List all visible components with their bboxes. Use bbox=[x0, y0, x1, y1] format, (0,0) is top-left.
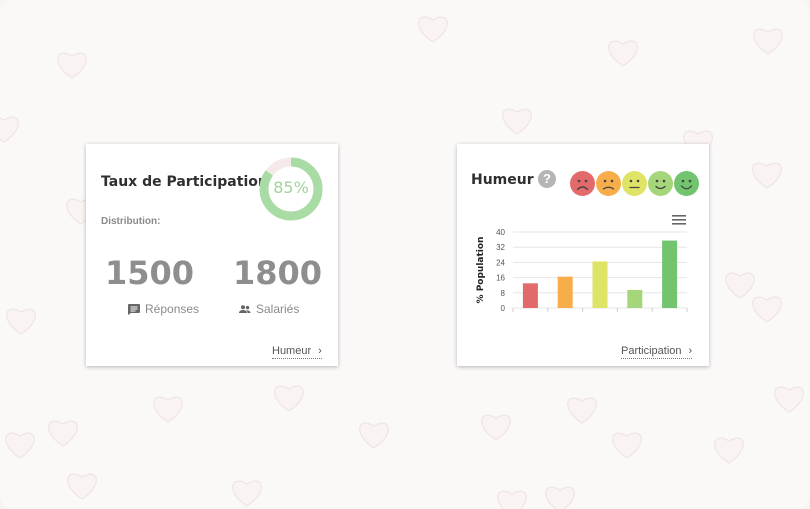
heart-decoration bbox=[48, 420, 78, 447]
heart-decoration bbox=[714, 437, 744, 464]
y-tick-label: 8 bbox=[501, 289, 506, 298]
participation-card: Taux de Participation 85% Distribution: … bbox=[86, 144, 338, 366]
heart-decoration bbox=[359, 422, 389, 449]
chevron-right-icon: › bbox=[688, 345, 693, 357]
y-tick-label: 32 bbox=[496, 243, 505, 252]
heart-decoration bbox=[497, 490, 527, 509]
bar-2 bbox=[557, 276, 573, 308]
heart-decoration bbox=[612, 432, 642, 459]
y-tick-label: 40 bbox=[496, 228, 505, 237]
heart-decoration bbox=[481, 414, 511, 441]
mood-title: Humeur bbox=[471, 172, 534, 188]
heart-decoration bbox=[502, 108, 532, 135]
heart-decoration bbox=[567, 397, 597, 424]
heart-decoration bbox=[752, 162, 782, 189]
mood-bar-chart: % Population 0 8 16 24 32 40 bbox=[476, 228, 688, 313]
bar-1 bbox=[522, 283, 538, 308]
participation-title: Taux de Participation bbox=[101, 174, 268, 190]
heart-decoration bbox=[67, 473, 97, 500]
mood-link-label[interactable]: Humeur bbox=[272, 345, 312, 357]
employees-count: 1800 bbox=[233, 254, 323, 292]
heart-decoration bbox=[774, 386, 804, 413]
heart-decoration bbox=[752, 296, 782, 323]
donut-progress-arc bbox=[259, 157, 323, 221]
heart-decoration bbox=[608, 40, 638, 67]
participation-link[interactable]: Participation › bbox=[621, 345, 693, 359]
y-tick-label: 16 bbox=[496, 274, 505, 283]
responses-label: Réponses bbox=[145, 302, 200, 316]
heart-decoration bbox=[153, 396, 183, 423]
smile-face-icon[interactable] bbox=[648, 171, 673, 196]
y-axis-label: % Population bbox=[476, 237, 486, 304]
comment-icon bbox=[128, 303, 140, 315]
employees-label: Salariés bbox=[256, 302, 300, 316]
people-icon bbox=[239, 304, 251, 313]
bar-4 bbox=[627, 289, 643, 308]
happy-face-icon[interactable] bbox=[674, 171, 699, 196]
heart-decoration bbox=[6, 308, 36, 335]
heart-decoration bbox=[545, 486, 575, 509]
mood-scale bbox=[570, 171, 700, 196]
participation-link-label[interactable]: Participation bbox=[621, 345, 682, 357]
chart-menu-icon[interactable] bbox=[671, 214, 687, 226]
heart-decoration bbox=[753, 28, 783, 55]
mood-link[interactable]: Humeur › bbox=[272, 345, 322, 359]
very-sad-face-icon[interactable] bbox=[570, 171, 595, 196]
heart-decoration bbox=[274, 385, 304, 412]
employees-caption: Salariés bbox=[239, 302, 299, 316]
heart-decoration bbox=[725, 272, 755, 299]
bar-3 bbox=[592, 261, 608, 308]
participation-rate: 85% bbox=[273, 178, 309, 197]
mood-card: Humeur ? % Population 0 8 16 24 32 40 Particip… bbox=[457, 144, 709, 366]
heart-decoration bbox=[57, 52, 87, 79]
heart-decoration bbox=[418, 16, 448, 43]
heart-decoration bbox=[0, 116, 19, 143]
distribution-label: Distribution: bbox=[101, 216, 161, 227]
help-icon[interactable]: ? bbox=[538, 170, 556, 188]
responses-caption: Réponses bbox=[128, 302, 199, 316]
bar-5 bbox=[662, 240, 678, 308]
sad-face-icon[interactable] bbox=[596, 171, 621, 196]
chevron-right-icon: › bbox=[318, 345, 322, 357]
participation-donut bbox=[259, 157, 323, 221]
y-tick-label: 24 bbox=[496, 258, 505, 267]
heart-decoration bbox=[5, 432, 35, 459]
responses-count: 1500 bbox=[105, 254, 195, 292]
heart-decoration bbox=[232, 480, 262, 507]
y-tick-label: 0 bbox=[501, 304, 506, 313]
neutral-face-icon[interactable] bbox=[622, 171, 647, 196]
